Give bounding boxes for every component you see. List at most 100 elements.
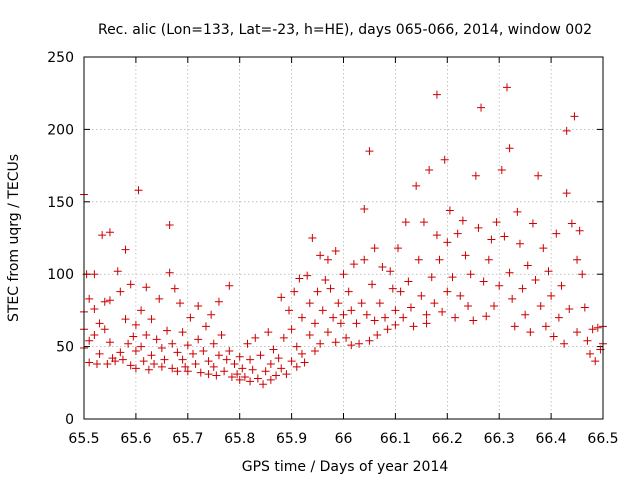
grid-lines xyxy=(84,57,603,419)
data-point xyxy=(256,351,265,360)
data-point xyxy=(505,268,514,277)
data-point xyxy=(477,103,486,112)
data-point xyxy=(560,339,569,348)
data-point xyxy=(419,218,428,227)
data-point xyxy=(150,359,159,368)
data-point xyxy=(181,362,190,371)
data-point xyxy=(448,273,457,282)
data-point xyxy=(238,364,247,373)
data-point xyxy=(365,147,374,156)
x-tick-label: 65.7 xyxy=(172,431,203,447)
data-point xyxy=(116,287,125,296)
data-point xyxy=(562,126,571,135)
axis-ticks xyxy=(83,56,604,420)
data-point xyxy=(453,229,462,238)
data-point xyxy=(121,315,130,324)
data-point xyxy=(360,255,369,264)
data-point xyxy=(422,310,431,319)
data-point xyxy=(131,320,140,329)
data-point xyxy=(194,335,203,344)
data-point xyxy=(370,316,379,325)
data-point xyxy=(163,326,172,335)
data-point xyxy=(266,375,275,384)
data-point xyxy=(160,355,169,364)
data-point xyxy=(357,299,366,308)
data-point xyxy=(438,307,447,316)
data-point xyxy=(381,313,390,322)
x-tick-label: 65.8 xyxy=(224,431,255,447)
data-point xyxy=(246,355,255,364)
data-point xyxy=(152,335,161,344)
data-point xyxy=(422,319,431,328)
data-point xyxy=(391,306,400,315)
data-point xyxy=(321,275,330,284)
data-point xyxy=(259,380,268,389)
data-point xyxy=(318,306,327,315)
data-point xyxy=(432,231,441,240)
plot-frame xyxy=(83,56,604,420)
data-point xyxy=(316,339,325,348)
data-point xyxy=(562,189,571,198)
data-point xyxy=(186,313,195,322)
data-point xyxy=(342,333,351,342)
data-point xyxy=(536,302,545,311)
data-point xyxy=(183,367,192,376)
data-point xyxy=(126,280,135,289)
data-point xyxy=(207,310,216,319)
data-point xyxy=(157,344,166,353)
data-point xyxy=(277,364,286,373)
data-point xyxy=(209,339,218,348)
data-point xyxy=(464,302,473,311)
x-tick-label: 65.6 xyxy=(120,431,151,447)
x-axis-label: GPS time / Days of year 2014 xyxy=(242,459,449,475)
x-tick-label: 66.4 xyxy=(536,431,567,447)
data-point xyxy=(570,112,579,121)
data-point xyxy=(580,303,589,312)
data-point xyxy=(217,331,226,340)
data-point xyxy=(100,297,109,306)
data-point xyxy=(209,362,218,371)
data-point xyxy=(170,284,179,293)
data-point xyxy=(583,336,592,345)
data-point xyxy=(142,331,151,340)
data-point xyxy=(479,277,488,286)
data-point xyxy=(292,362,301,371)
data-point xyxy=(282,370,291,379)
data-point xyxy=(458,216,467,225)
data-point xyxy=(310,319,319,328)
data-point xyxy=(118,355,127,364)
data-point xyxy=(396,287,405,296)
data-point xyxy=(334,299,343,308)
data-point xyxy=(85,336,94,345)
data-point xyxy=(355,339,364,348)
data-point xyxy=(313,287,322,296)
data-point xyxy=(251,333,260,342)
data-point xyxy=(466,270,475,279)
data-point xyxy=(126,361,135,370)
data-point xyxy=(92,359,101,368)
data-point xyxy=(487,235,496,244)
data-point xyxy=(383,325,392,334)
data-point xyxy=(368,280,377,289)
data-point xyxy=(430,299,439,308)
data-point xyxy=(98,231,107,240)
x-tick-label: 66 xyxy=(335,431,353,447)
y-axis-label: STEC from uqrg / TECUs xyxy=(6,154,22,322)
data-point xyxy=(552,229,561,238)
data-point xyxy=(578,270,587,279)
data-points xyxy=(80,83,607,389)
data-point xyxy=(528,219,537,228)
data-point xyxy=(196,368,205,377)
data-point xyxy=(287,357,296,366)
data-point xyxy=(227,373,236,382)
data-point xyxy=(261,367,270,376)
data-point xyxy=(129,332,138,341)
data-point xyxy=(399,313,408,322)
data-point xyxy=(225,281,234,290)
data-point xyxy=(176,299,185,308)
data-point xyxy=(290,287,299,296)
data-point xyxy=(85,294,94,303)
data-point xyxy=(515,239,524,248)
data-point xyxy=(518,284,527,293)
